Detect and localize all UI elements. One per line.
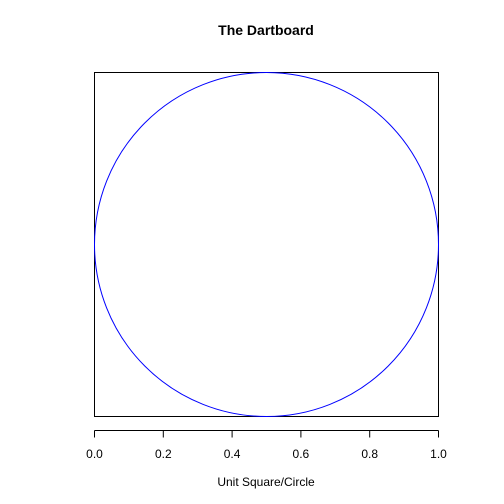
x-tick-label: 0.2 bbox=[155, 447, 172, 461]
x-tick-label: 1.0 bbox=[430, 447, 447, 461]
unit-square-series bbox=[94, 72, 439, 417]
x-ticks: 0.0 0.2 0.4 0.6 0.8 1.0 bbox=[86, 430, 447, 461]
x-tick-label: 0.6 bbox=[293, 447, 310, 461]
x-tick-label: 0.4 bbox=[224, 447, 241, 461]
unit-circle-series bbox=[94, 72, 439, 417]
x-axis-label: Unit Square/Circle bbox=[217, 475, 315, 489]
chart-title: The Dartboard bbox=[218, 22, 314, 38]
x-tick-label: 0.8 bbox=[361, 447, 378, 461]
x-tick-label: 0.0 bbox=[86, 447, 103, 461]
x-axis: 0.0 0.2 0.4 0.6 0.8 1.0 bbox=[86, 430, 447, 461]
series-layer bbox=[94, 72, 439, 417]
